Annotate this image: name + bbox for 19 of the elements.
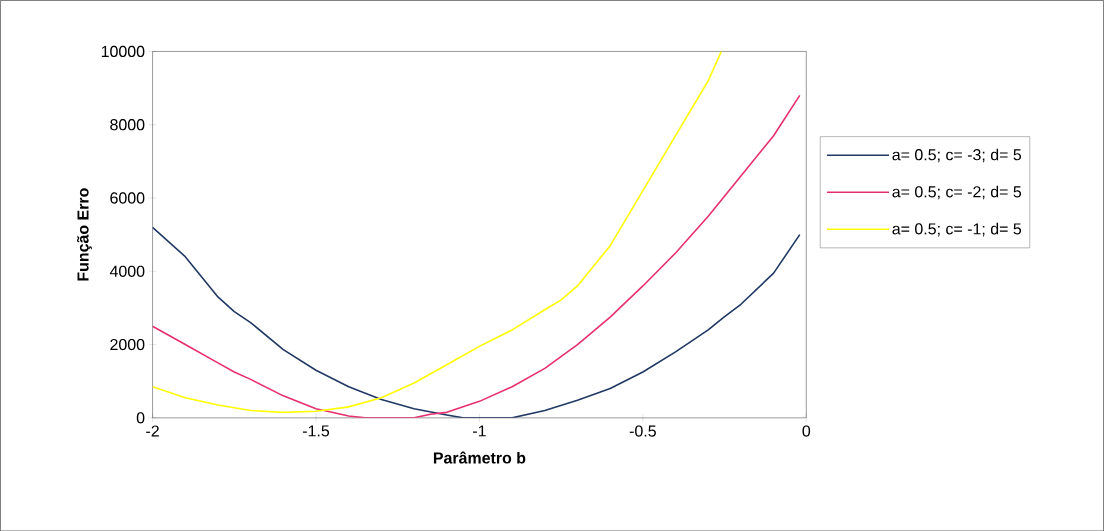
legend-label: a= 0.5; c= -2; d= 5	[892, 185, 1022, 200]
legend-label: a= 0.5; c= -3; d= 5	[892, 148, 1022, 163]
x-tick-label: -1.5	[302, 425, 330, 437]
x-tick-label: 0	[802, 425, 811, 437]
y-tick-label: 8000	[110, 118, 145, 131]
x-axis-title: Parâmetro b	[433, 451, 526, 464]
y-tick-label: 4000	[109, 265, 145, 277]
line-series	[152, 226, 801, 418]
line-series	[152, 51, 723, 413]
y-tick-label: 6000	[110, 192, 145, 204]
y-axis-title: Função Erro	[77, 188, 92, 281]
y-tick-label: 0	[136, 412, 145, 424]
y-tick-label: 2000	[110, 338, 145, 351]
x-tick-label: -2	[146, 425, 159, 437]
line-series	[152, 94, 801, 418]
x-tick-label: -1	[473, 425, 486, 437]
x-tick-label: -0.5	[629, 425, 656, 437]
legend-label: a= 0.5; c= -1; d= 5	[892, 222, 1022, 237]
y-tick-label: 10000	[101, 45, 145, 57]
